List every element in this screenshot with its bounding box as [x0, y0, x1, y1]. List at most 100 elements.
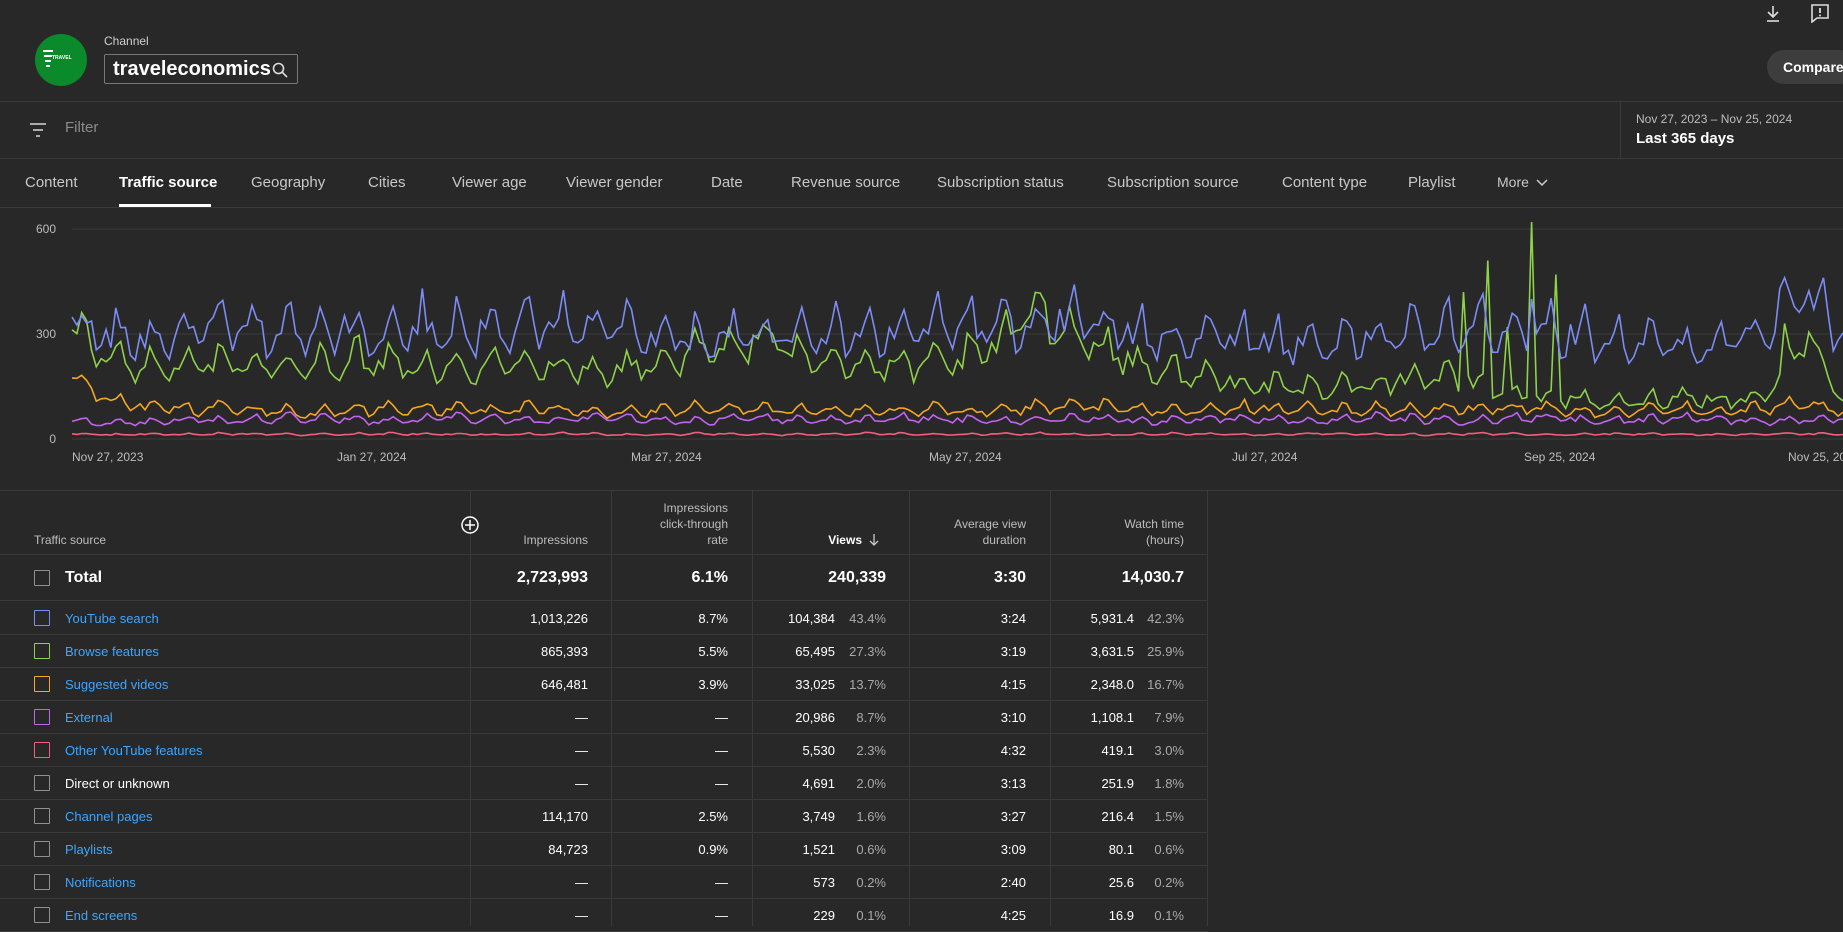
table-row: Channel pages 114,170 2.5% 3,749 1.6% 3:27 216…	[0, 800, 1208, 833]
series-line-suggested-videos[interactable]	[71, 374, 1843, 420]
traffic-source-name[interactable]: Suggested videos	[65, 677, 169, 692]
series-line-youtube-search[interactable]	[71, 275, 1843, 366]
header-impressions[interactable]: Impressions	[523, 533, 588, 547]
traffic-source-name[interactable]: End screens	[65, 908, 138, 923]
watch-time-value: 5,931.4	[1090, 611, 1134, 626]
date-range-picker[interactable]: Nov 27, 2023 – Nov 25, 2024 Last 365 day…	[1620, 102, 1843, 159]
column-divider	[909, 491, 910, 926]
y-tick-label: 600	[36, 222, 56, 236]
tab-cities[interactable]: Cities	[368, 174, 406, 191]
traffic-source-name[interactable]: External	[65, 710, 113, 725]
tab-playlist[interactable]: Playlist	[1408, 174, 1456, 191]
views-percent: 8.7%	[856, 710, 886, 725]
row-checkbox[interactable]	[34, 775, 50, 791]
filter-input[interactable]: Filter	[65, 119, 99, 136]
impressions-value: 1,013,226	[530, 611, 588, 626]
traffic-source-name[interactable]: Other YouTube features	[65, 743, 203, 758]
compare-button[interactable]: Compare	[1767, 50, 1843, 84]
avd-value: 4:25	[1000, 908, 1026, 923]
row-checkbox[interactable]	[34, 709, 50, 725]
row-checkbox[interactable]	[34, 808, 50, 824]
watch-time-percent: 7.9%	[1154, 710, 1184, 725]
traffic-source-name: Direct or unknown	[65, 776, 170, 791]
views-percent: 0.6%	[856, 842, 886, 857]
channel-avatar[interactable]: TRAVEL	[35, 34, 87, 86]
header-views-label: Views	[828, 533, 862, 547]
search-icon[interactable]	[271, 61, 289, 79]
row-checkbox[interactable]	[34, 610, 50, 626]
tab-date[interactable]: Date	[711, 174, 743, 191]
row-checkbox[interactable]	[34, 676, 50, 692]
traffic-source-table: Traffic source Impressions Impressions c…	[0, 490, 1843, 932]
header-traffic-source: Traffic source	[34, 533, 107, 547]
traffic-source-name[interactable]: Notifications	[65, 875, 136, 890]
traffic-source-name[interactable]: Channel pages	[65, 809, 153, 824]
tab-geography[interactable]: Geography	[251, 174, 326, 191]
series-line-external[interactable]	[71, 410, 1843, 427]
tab-viewer-age[interactable]: Viewer age	[452, 174, 527, 191]
x-tick-label: Jul 27, 2024	[1232, 450, 1298, 464]
views-value: 20,986	[795, 710, 835, 725]
impressions-value: —	[575, 875, 588, 890]
watch-time-value: 80.1	[1108, 842, 1134, 857]
chevron-down-icon[interactable]	[1536, 178, 1548, 188]
views-value: 229	[813, 908, 835, 923]
row-checkbox[interactable]	[34, 841, 50, 857]
arrow-down-icon[interactable]	[868, 533, 880, 547]
row-checkbox[interactable]	[34, 742, 50, 758]
header-wt-line1: Watch time	[1124, 517, 1184, 531]
avd-value: 3:10	[1000, 710, 1026, 725]
series-line-other-youtube-features[interactable]	[71, 431, 1843, 437]
feedback-icon[interactable]	[1810, 3, 1830, 23]
table-row: YouTube search 1,013,226 8.7% 104,384 43.4% 3…	[0, 602, 1208, 635]
total-avd: 3:30	[993, 569, 1026, 586]
ctr-value: —	[715, 875, 728, 890]
tab-revenue-source[interactable]: Revenue source	[791, 174, 901, 191]
watch-time-value: 1,108.1	[1090, 710, 1134, 725]
tab-content[interactable]: Content	[25, 174, 78, 191]
ctr-value: 8.7%	[698, 611, 728, 626]
header-watch-time[interactable]: Watch time (hours)	[1060, 516, 1184, 548]
total-checkbox[interactable]	[34, 570, 50, 586]
total-watch-time: 14,030.7	[1121, 569, 1184, 586]
traffic-source-name[interactable]: Browse features	[65, 644, 159, 659]
filter-icon[interactable]	[29, 122, 47, 138]
add-column-icon[interactable]	[460, 515, 480, 535]
avd-value: 3:19	[1000, 644, 1026, 659]
total-impressions: 2,723,993	[516, 569, 588, 586]
impressions-value: —	[575, 710, 588, 725]
tab-traffic-source[interactable]: Traffic source	[119, 174, 218, 191]
channel-selector[interactable]: traveleconomics	[104, 54, 298, 84]
traffic-source-name[interactable]: YouTube search	[65, 611, 159, 626]
ctr-value: 0.9%	[698, 842, 728, 857]
header-views[interactable]: Views	[762, 532, 862, 548]
header-avd-line2: duration	[982, 533, 1026, 547]
column-divider	[1207, 491, 1208, 926]
row-checkbox[interactable]	[34, 907, 50, 923]
tab-more[interactable]: More	[1497, 174, 1529, 190]
views-value: 4,691	[802, 776, 835, 791]
impressions-value: —	[575, 908, 588, 923]
total-ctr: 6.1%	[691, 569, 728, 586]
download-icon[interactable]	[1764, 4, 1782, 24]
traffic-chart: 0 300 600 Nov 27, 2023 Jan 27, 2024 Mar 27, …	[0, 209, 1843, 490]
tab-subscription-source[interactable]: Subscription source	[1107, 174, 1239, 191]
impressions-value: —	[575, 743, 588, 758]
channel-name: traveleconomics	[113, 58, 271, 80]
header-avg-view-duration[interactable]: Average view duration	[918, 516, 1026, 548]
avd-value: 3:27	[1000, 809, 1026, 824]
header-ctr[interactable]: Impressions click-through rate	[620, 500, 728, 548]
row-checkbox[interactable]	[34, 874, 50, 890]
tab-content-type[interactable]: Content type	[1282, 174, 1368, 191]
avd-value: 3:13	[1000, 776, 1026, 791]
tab-viewer-gender[interactable]: Viewer gender	[566, 174, 663, 191]
views-percent: 27.3%	[849, 644, 886, 659]
table-row: Playlists 84,723 0.9% 1,521 0.6% 3:09 80.1 0.6%	[0, 833, 1208, 866]
watch-time-value: 216.4	[1101, 809, 1134, 824]
tab-subscription-status[interactable]: Subscription status	[937, 174, 1064, 191]
header-avd-line1: Average view	[954, 517, 1026, 531]
series-line-browse-features[interactable]	[71, 221, 1843, 411]
traffic-source-name[interactable]: Playlists	[65, 842, 113, 857]
row-checkbox[interactable]	[34, 643, 50, 659]
views-percent: 0.2%	[856, 875, 886, 890]
